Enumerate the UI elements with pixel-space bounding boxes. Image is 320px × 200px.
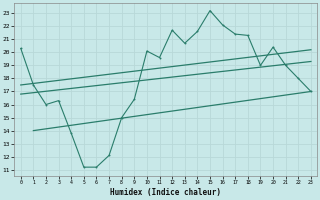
X-axis label: Humidex (Indice chaleur): Humidex (Indice chaleur): [110, 188, 221, 197]
